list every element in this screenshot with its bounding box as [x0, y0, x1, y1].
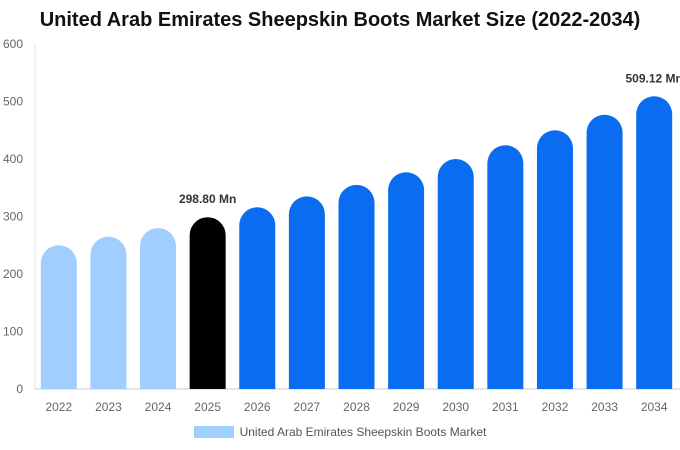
- x-axis-tick-labels: 2022 2023 2024 2025 2026 2027 2028 2029 2030 2031…: [45, 400, 667, 414]
- bar-2024: [140, 228, 177, 389]
- y-axis-tick-labels: 0 100 200 300 400 500 600: [3, 37, 23, 396]
- data-label: 509.12 Mn: [626, 71, 680, 85]
- y-tick-label: 400: [3, 152, 23, 166]
- x-tick-label: 2023: [95, 400, 122, 414]
- legend[interactable]: United Arab Emirates Sheepskin Boots Mar…: [0, 425, 680, 439]
- x-tick-label: 2031: [492, 400, 519, 414]
- x-tick-label: 2029: [393, 400, 420, 414]
- bar-2026: [239, 207, 276, 389]
- y-tick-label: 600: [3, 37, 23, 51]
- bar-series: [40, 96, 673, 390]
- x-tick-label: 2026: [244, 400, 271, 414]
- data-label: 298.80 Mn: [179, 192, 236, 206]
- bar-2027: [288, 196, 325, 389]
- bar-2029: [388, 172, 425, 389]
- x-tick-label: 2030: [442, 400, 469, 414]
- y-tick-label: 0: [16, 382, 23, 396]
- bar-2032: [536, 130, 573, 390]
- x-tick-label: 2034: [641, 400, 668, 414]
- x-tick-label: 2027: [294, 400, 321, 414]
- bar-2031: [487, 145, 524, 389]
- legend-label: United Arab Emirates Sheepskin Boots Mar…: [239, 425, 487, 439]
- bar-2025: [189, 217, 226, 389]
- bar-2022: [40, 245, 77, 389]
- x-tick-label: 2028: [343, 400, 370, 414]
- y-tick-label: 300: [3, 210, 23, 224]
- x-tick-label: 2024: [145, 400, 172, 414]
- x-tick-label: 2025: [194, 400, 221, 414]
- bar-annotations: 298.80 Mn 509.12 Mn: [179, 71, 680, 206]
- y-tick-label: 500: [3, 95, 23, 109]
- bar-2034: [636, 96, 673, 389]
- legend-swatch: [193, 426, 234, 438]
- bar-2030: [437, 159, 474, 389]
- x-tick-label: 2032: [542, 400, 569, 414]
- bar-2033: [586, 114, 623, 389]
- y-tick-label: 100: [3, 325, 23, 339]
- x-tick-label: 2022: [45, 400, 72, 414]
- bar-2028: [338, 184, 375, 389]
- chart-title: United Arab Emirates Sheepskin Boots Mar…: [39, 9, 641, 31]
- y-tick-label: 200: [3, 267, 23, 281]
- x-tick-label: 2033: [591, 400, 618, 414]
- bar-2023: [90, 236, 127, 389]
